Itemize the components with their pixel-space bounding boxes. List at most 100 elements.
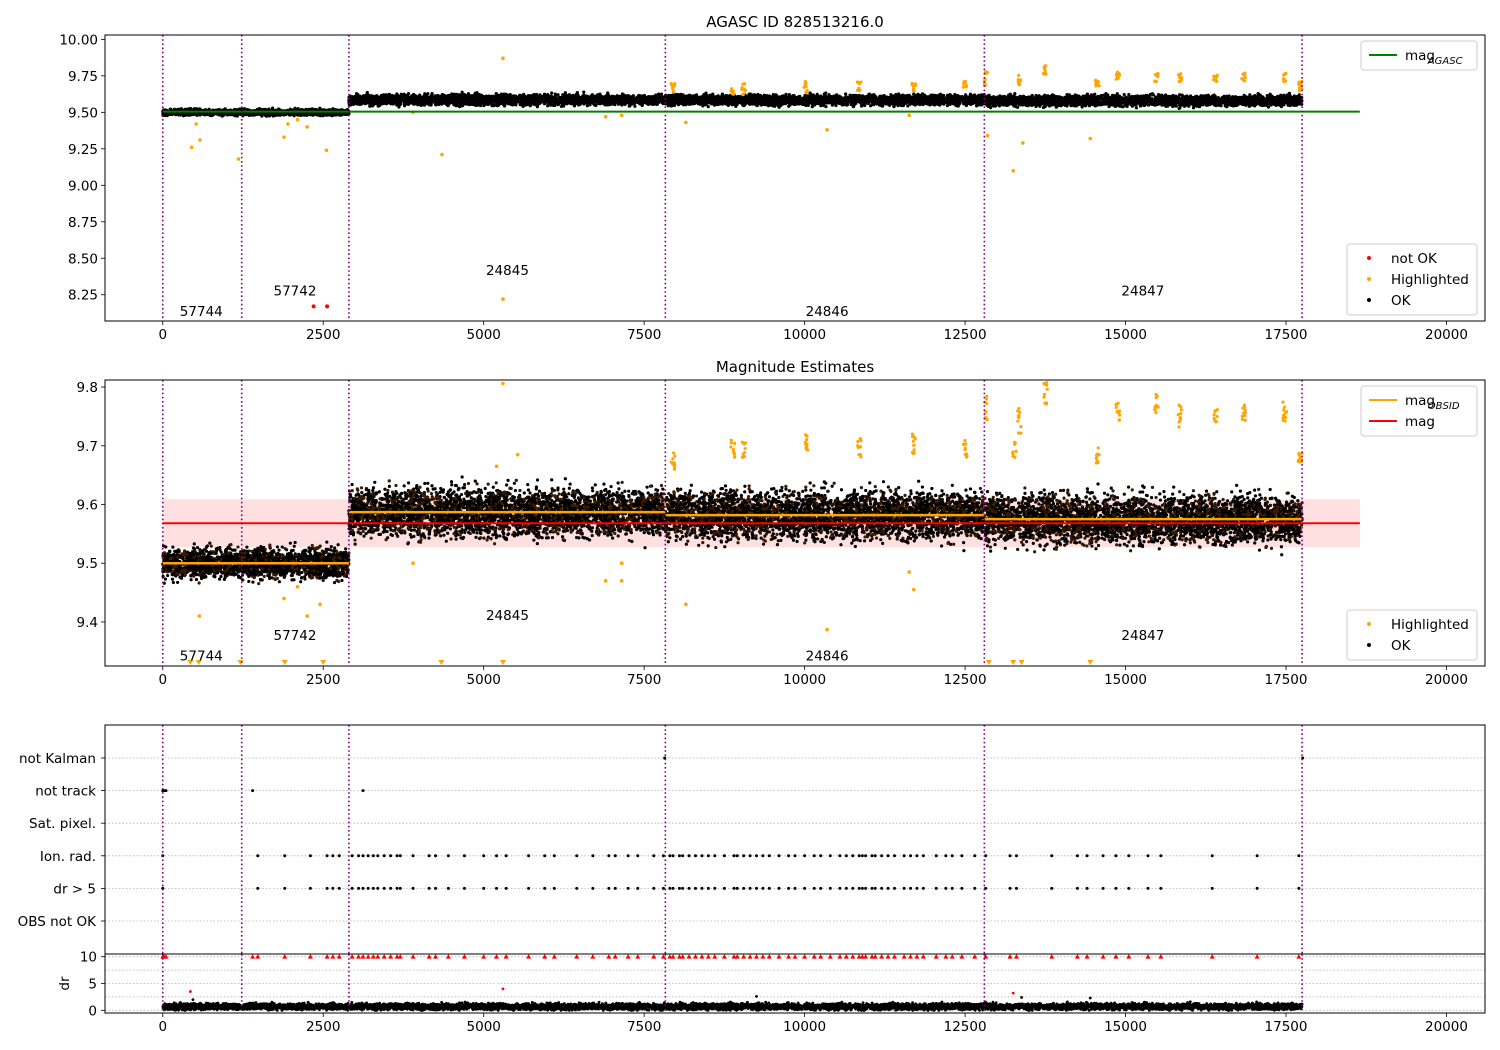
ok-point	[447, 98, 451, 102]
ok-point	[465, 99, 470, 103]
ok-point	[450, 92, 454, 96]
ok-point	[430, 92, 434, 96]
ok-point	[399, 92, 403, 96]
ok-point	[432, 95, 436, 99]
ok-point	[457, 93, 461, 97]
ok-point	[451, 96, 455, 100]
ok-point	[364, 96, 368, 100]
ok-point	[612, 95, 616, 99]
ok-point	[333, 108, 337, 112]
ok-point	[422, 100, 426, 105]
ok-point	[384, 95, 388, 99]
ok-point	[228, 112, 232, 116]
ok-point	[646, 95, 651, 99]
ok-point	[321, 114, 325, 118]
ok-point	[595, 97, 599, 101]
ok-point	[471, 101, 475, 106]
ok-point	[542, 97, 547, 101]
ok-point	[466, 94, 470, 98]
ok-point	[425, 101, 429, 105]
ok-point	[255, 108, 260, 112]
ok-point	[556, 93, 560, 97]
ok-point	[371, 94, 376, 99]
ok-point	[518, 93, 522, 97]
ok-point	[526, 102, 530, 107]
ok-point	[572, 101, 577, 105]
ok-point	[573, 94, 577, 98]
ok-point	[490, 104, 494, 108]
ok-point	[553, 92, 557, 96]
ok-point	[526, 96, 530, 100]
ok-point	[524, 100, 528, 104]
ok-point	[650, 99, 654, 104]
ok-point	[416, 97, 420, 101]
ok-point	[188, 111, 192, 116]
ok-point	[589, 100, 593, 104]
ok-point	[490, 94, 494, 99]
ok-point	[446, 94, 450, 98]
ok-point	[481, 98, 485, 102]
ok-point	[638, 94, 642, 98]
ok-point	[630, 99, 634, 104]
ok-point	[613, 99, 617, 103]
ok-point	[476, 96, 481, 100]
ok-point	[530, 98, 535, 102]
ok-point	[479, 93, 484, 97]
ok-point	[359, 98, 363, 102]
ok-point	[260, 114, 264, 118]
ok-point	[519, 103, 524, 107]
ok-point	[457, 99, 461, 104]
ok-point	[550, 91, 554, 95]
ok-point	[408, 96, 412, 100]
ok-point	[437, 101, 441, 105]
ok-point	[553, 96, 557, 101]
ok-point	[511, 94, 516, 98]
ok-point	[585, 104, 590, 108]
agasc-panel: AGASC ID 828513216.057744577422484524846…	[59, 13, 1486, 343]
ok-point	[421, 95, 425, 99]
ok-point	[497, 103, 501, 107]
ok-point	[379, 97, 383, 101]
ok-point	[624, 94, 628, 98]
ok-point	[223, 107, 227, 111]
ok-point	[302, 112, 306, 116]
ok-point	[354, 99, 359, 103]
ok-point	[581, 94, 585, 98]
ok-point	[396, 103, 401, 107]
ok-point	[618, 100, 622, 104]
ok-point	[458, 96, 462, 100]
ok-point	[602, 97, 606, 101]
ok-point	[215, 111, 219, 116]
ok-point	[620, 102, 624, 106]
ok-point	[331, 107, 335, 111]
ok-point	[412, 92, 416, 97]
ok-point	[372, 98, 377, 102]
ok-point	[639, 98, 644, 103]
ok-point	[502, 92, 506, 96]
ok-point	[578, 102, 583, 106]
ok-point	[473, 97, 477, 101]
ok-point	[494, 100, 499, 105]
ok-point	[834, 103, 838, 108]
ok-point	[532, 101, 536, 105]
ok-point	[463, 102, 467, 106]
ok-point	[458, 104, 462, 108]
ok-point	[318, 106, 322, 110]
ok-point	[312, 107, 317, 112]
ok-point	[180, 107, 184, 111]
ok-point	[327, 113, 331, 117]
ok-point	[539, 99, 544, 104]
ok-point	[547, 101, 551, 105]
ok-point	[472, 93, 477, 97]
ok-point	[220, 114, 224, 118]
ok-point	[535, 103, 539, 107]
ok-point	[507, 96, 511, 100]
ok-point	[394, 97, 398, 101]
ok-point	[607, 100, 612, 104]
ok-point	[426, 92, 430, 96]
ok-point	[562, 101, 566, 106]
plot-area	[105, 35, 1485, 321]
ok-point	[277, 113, 281, 117]
ok-point	[454, 95, 458, 99]
